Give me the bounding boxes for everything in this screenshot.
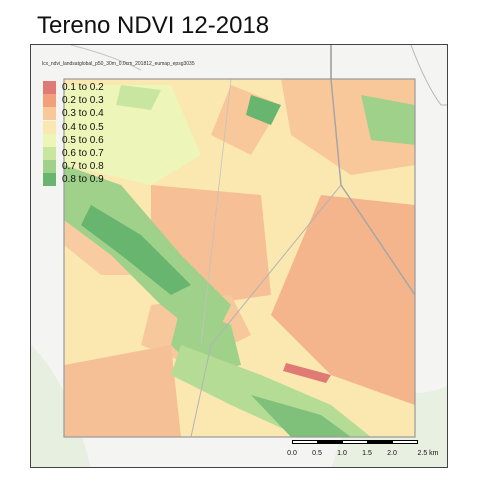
scale-tick-label: 1.5 bbox=[362, 450, 372, 457]
basemap-road bbox=[70, 45, 142, 71]
ndvi-raster bbox=[63, 78, 416, 438]
road-line bbox=[200, 78, 232, 346]
raster-patch-red bbox=[283, 363, 331, 383]
legend-label: 0.6 to 0.7 bbox=[62, 148, 104, 160]
map-panel[interactable]: lcx_ndvi_landsatglobal_p50_30m_0.0cm_201… bbox=[30, 44, 448, 468]
legend-item: 0.7 to 0.8 bbox=[43, 160, 104, 174]
road-line bbox=[190, 184, 342, 438]
legend-label: 0.5 to 0.6 bbox=[62, 134, 104, 146]
layer-name-label: lcx_ndvi_landsatglobal_p50_30m_0.0cm_201… bbox=[42, 61, 195, 67]
raster-patch-lightgreen bbox=[64, 85, 201, 185]
legend-item: 0.2 to 0.3 bbox=[43, 94, 104, 108]
raster-patch-darkgreen bbox=[246, 95, 281, 125]
raster-patch-green bbox=[116, 85, 161, 110]
raster-extent bbox=[63, 78, 416, 438]
legend-item: 0.8 to 0.9 bbox=[43, 173, 104, 187]
raster-band-darkgreen bbox=[81, 205, 191, 295]
ndvi-map bbox=[31, 45, 447, 467]
legend-swatch bbox=[43, 147, 56, 161]
raster-patch-orange bbox=[271, 195, 415, 405]
scale-segment bbox=[292, 440, 318, 444]
legend-label: 0.3 to 0.4 bbox=[62, 108, 104, 120]
legend-item: 0.4 to 0.5 bbox=[43, 120, 104, 134]
scale-tick-label: 0.5 bbox=[312, 450, 322, 457]
legend-swatch bbox=[43, 120, 56, 134]
scale-tick-label: 1.0 bbox=[337, 450, 347, 457]
legend-swatch bbox=[43, 160, 56, 174]
legend-swatch bbox=[43, 173, 56, 187]
legend-swatch bbox=[43, 81, 56, 95]
scale-segment bbox=[317, 440, 343, 444]
legend-swatch bbox=[43, 133, 56, 147]
scale-segment bbox=[342, 440, 368, 444]
legend-label: 0.1 to 0.2 bbox=[62, 82, 104, 94]
legend-label: 0.2 to 0.3 bbox=[62, 95, 104, 107]
legend-label: 0.8 to 0.9 bbox=[62, 174, 104, 186]
scale-tick-label: 2.0 bbox=[387, 450, 397, 457]
raster-patch-green bbox=[361, 95, 415, 145]
legend-item: 0.5 to 0.6 bbox=[43, 133, 104, 147]
legend-label: 0.4 to 0.5 bbox=[62, 121, 104, 133]
legend-item: 0.3 to 0.4 bbox=[43, 107, 104, 121]
scale-tick-label: 0.0 bbox=[287, 450, 297, 457]
raster-patch-orange bbox=[64, 345, 181, 437]
legend-swatch bbox=[43, 94, 56, 108]
raster-band-darkgreen bbox=[251, 395, 351, 437]
scale-tick-label: 2.5 km bbox=[417, 450, 439, 457]
legend: 0.1 to 0.2 0.2 to 0.3 0.3 to 0.4 0.4 to … bbox=[43, 81, 104, 187]
legend-item: 0.1 to 0.2 bbox=[43, 81, 104, 95]
legend-item: 0.6 to 0.7 bbox=[43, 147, 104, 161]
raster-band-green bbox=[171, 345, 371, 437]
map-title: Tereno NDVI 12-2018 bbox=[37, 12, 270, 39]
basemap-road bbox=[410, 45, 447, 106]
legend-label: 0.7 to 0.8 bbox=[62, 161, 104, 173]
legend-swatch bbox=[43, 107, 56, 121]
scale-segment bbox=[392, 440, 418, 444]
scale-segment bbox=[367, 440, 393, 444]
